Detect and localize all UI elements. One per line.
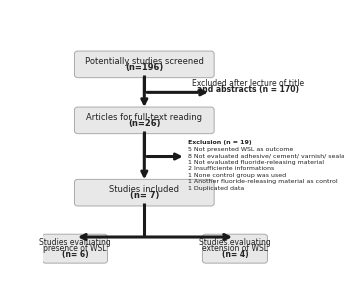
Text: 2 Insufficiente informations: 2 Insufficiente informations xyxy=(188,166,275,171)
FancyBboxPatch shape xyxy=(74,107,214,134)
Text: (n=196): (n=196) xyxy=(125,63,163,72)
Text: and abstracts (n = 170): and abstracts (n = 170) xyxy=(197,85,299,94)
Text: 1 Not evaluated fluoride-releasing material: 1 Not evaluated fluoride-releasing mater… xyxy=(188,160,324,165)
Text: 1 Another fluoride-releasing material as control: 1 Another fluoride-releasing material as… xyxy=(188,179,338,184)
Text: (n=26): (n=26) xyxy=(128,119,161,128)
Text: extension of WSL: extension of WSL xyxy=(202,244,268,253)
Text: (n= 4): (n= 4) xyxy=(222,250,248,259)
Text: presence of WSL: presence of WSL xyxy=(43,244,107,253)
Text: (n= 6): (n= 6) xyxy=(62,250,88,259)
Text: Studies included: Studies included xyxy=(109,185,179,194)
Text: Excluded after lecture of title: Excluded after lecture of title xyxy=(192,79,304,88)
Text: Studies evaluating: Studies evaluating xyxy=(39,238,111,247)
Text: 5 Not presented WSL as outcome: 5 Not presented WSL as outcome xyxy=(188,147,293,152)
Text: Potentially studies screened: Potentially studies screened xyxy=(85,57,204,66)
Text: 1 Duplicated data: 1 Duplicated data xyxy=(188,186,245,191)
Text: (n= 7): (n= 7) xyxy=(130,191,159,200)
Text: Studies evaluating: Studies evaluating xyxy=(199,238,271,247)
Text: 1 None control group was used: 1 None control group was used xyxy=(188,173,287,178)
FancyBboxPatch shape xyxy=(42,234,108,263)
FancyBboxPatch shape xyxy=(202,234,268,263)
FancyBboxPatch shape xyxy=(74,51,214,78)
Text: Exclusion (n = 19): Exclusion (n = 19) xyxy=(188,140,252,145)
Text: 8 Not evaluated adhesive/ cement/ varnish/ sealant: 8 Not evaluated adhesive/ cement/ varnis… xyxy=(188,153,344,158)
FancyBboxPatch shape xyxy=(74,179,214,206)
Text: Articles for full-text reading: Articles for full-text reading xyxy=(86,113,202,122)
